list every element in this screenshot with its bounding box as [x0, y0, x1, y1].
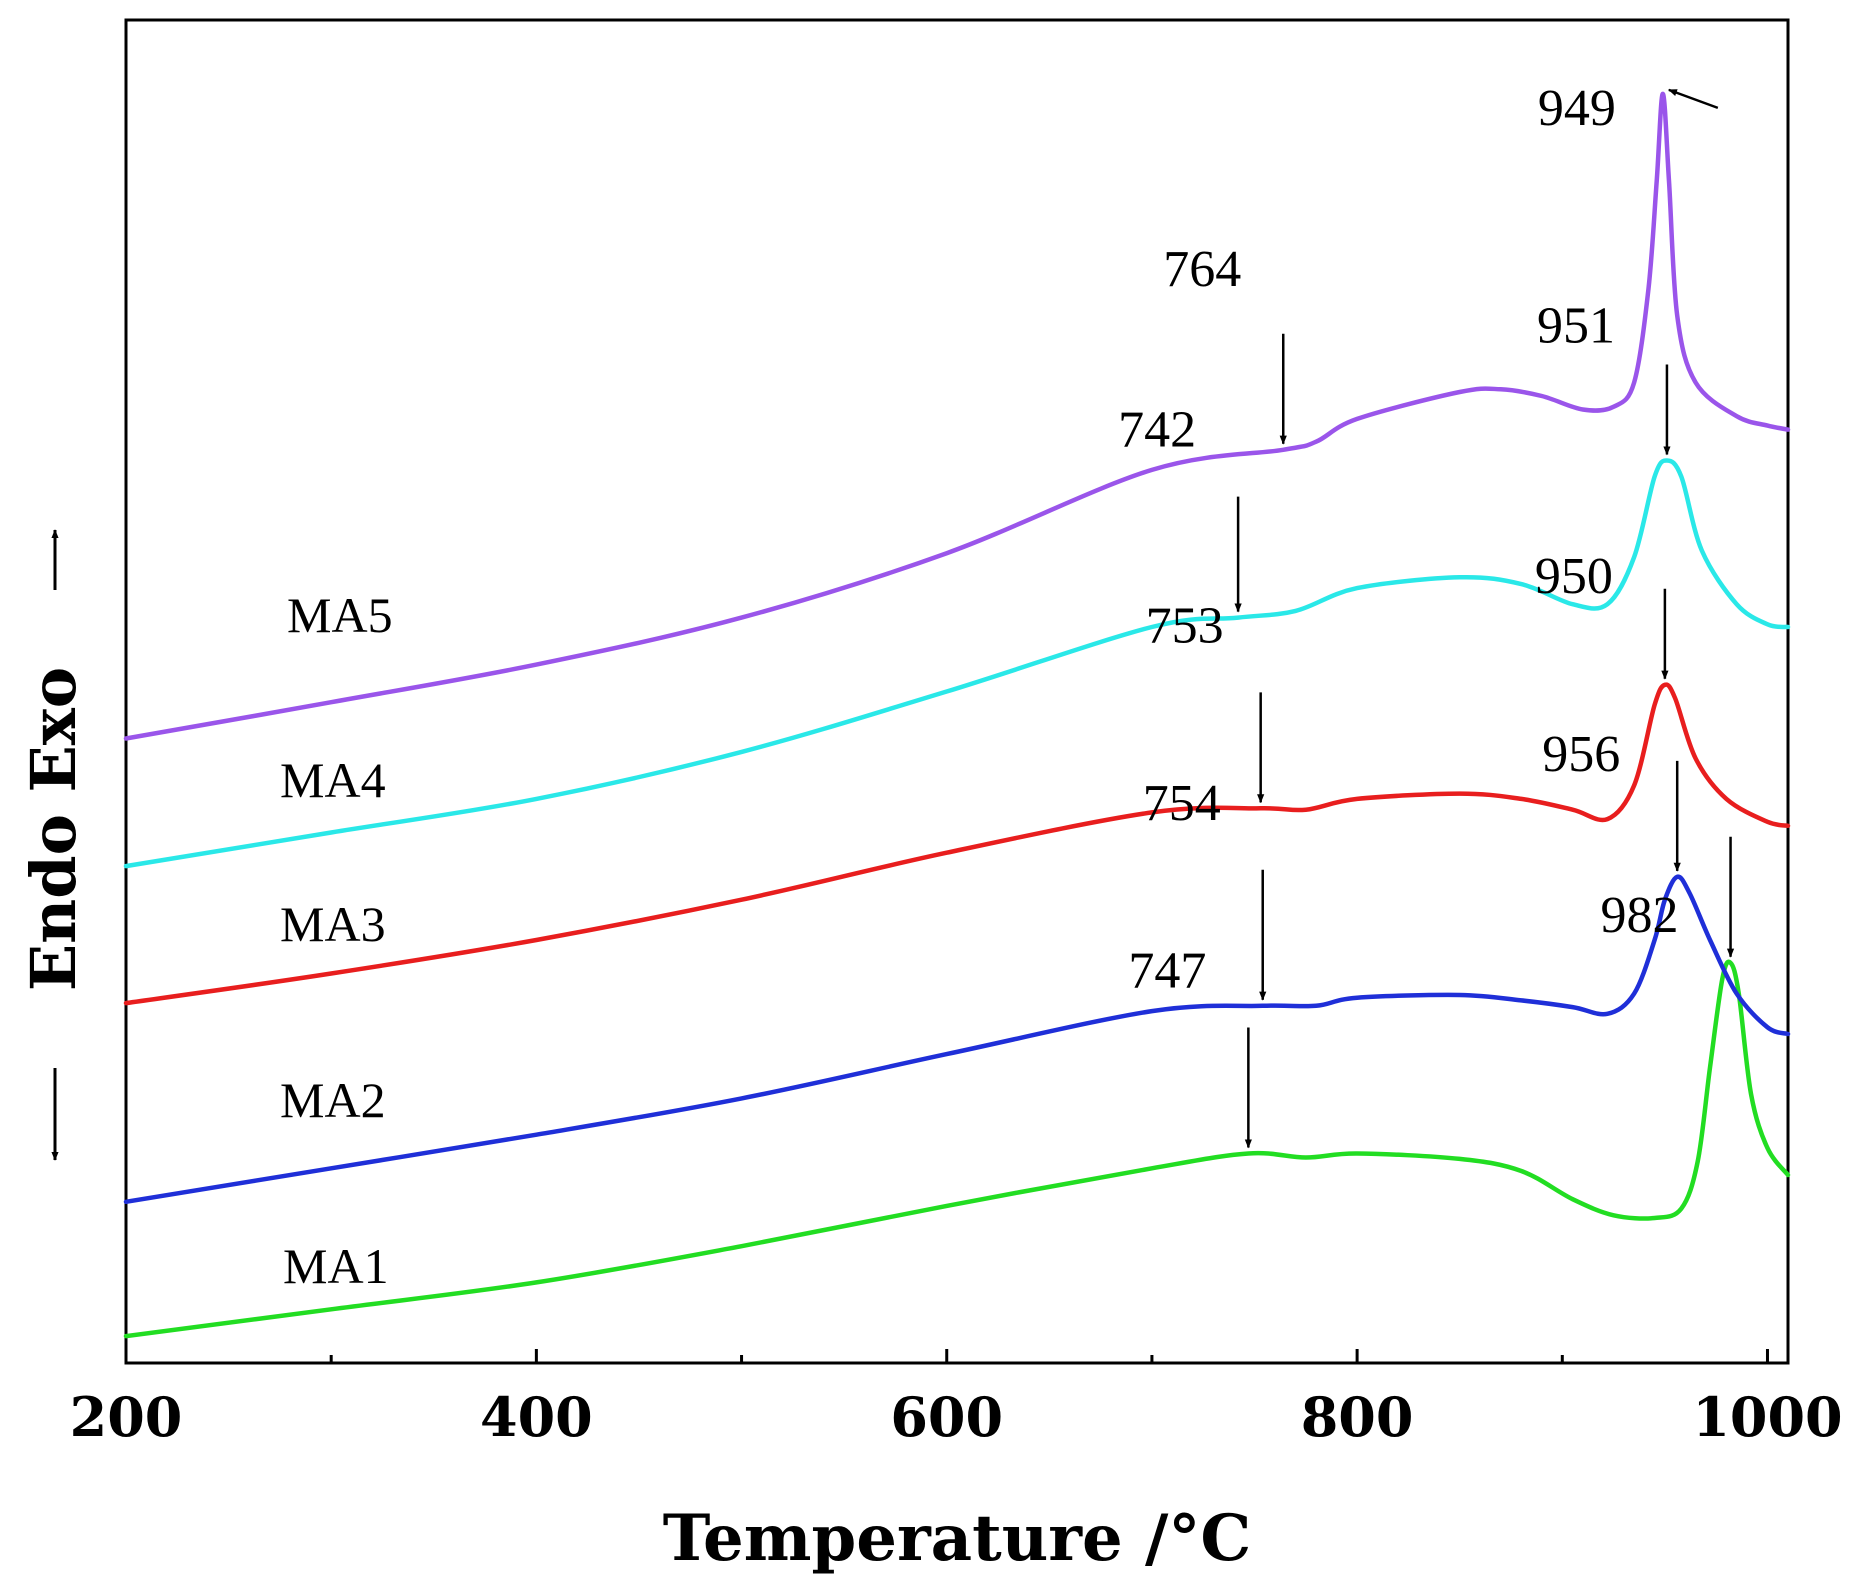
x-tick-label: 200 [70, 1385, 183, 1449]
x-axis-ticks: 200 400 600 800 1000 [70, 1349, 1843, 1449]
series-line-ma5 [123, 91, 1791, 741]
y-axis-title-group: Endo Exo [17, 529, 90, 1161]
annotation-arrows [1234, 88, 1735, 1149]
annotation-label-949: 949 [1538, 80, 1616, 137]
series-line-ma3 [123, 682, 1791, 1006]
x-axis-title: Temperature /°C [663, 1501, 1252, 1576]
x-tick-label: 1000 [1692, 1385, 1842, 1449]
annotation-label-764: 764 [1163, 241, 1241, 298]
series-line-ma4 [123, 458, 1791, 869]
annotation-label-742: 742 [1118, 402, 1196, 459]
series-line-ma1 [123, 959, 1791, 1339]
annotation-arrow-949 [1667, 88, 1719, 110]
annotation-label-982: 982 [1601, 887, 1679, 944]
y-axis-title: Endo Exo [17, 667, 90, 991]
annotation-label-951: 951 [1537, 298, 1615, 355]
series-label-ma3: MA3 [280, 896, 386, 952]
annotation-labels: 764 949 742 951 753 950 754 956 747 982 [1118, 80, 1678, 1000]
series-label-ma5: MA5 [287, 587, 393, 643]
x-tick-label: 400 [480, 1385, 593, 1449]
series-line-ma2 [123, 874, 1791, 1205]
series-layer [123, 91, 1791, 1339]
annotation-label-753: 753 [1146, 597, 1224, 654]
plot-frame [124, 18, 1790, 1365]
series-labels: MA1 MA2 MA3 MA4 MA5 [280, 587, 393, 1294]
x-tick-label: 800 [1301, 1385, 1414, 1449]
series-label-ma2: MA2 [280, 1072, 386, 1128]
annotation-label-950: 950 [1535, 548, 1613, 605]
series-label-ma4: MA4 [280, 752, 386, 808]
series-label-ma1: MA1 [283, 1238, 389, 1294]
annotation-label-747: 747 [1128, 942, 1206, 999]
annotation-label-754: 754 [1143, 775, 1221, 832]
annotation-label-956: 956 [1542, 726, 1620, 783]
x-tick-label: 600 [890, 1385, 1003, 1449]
